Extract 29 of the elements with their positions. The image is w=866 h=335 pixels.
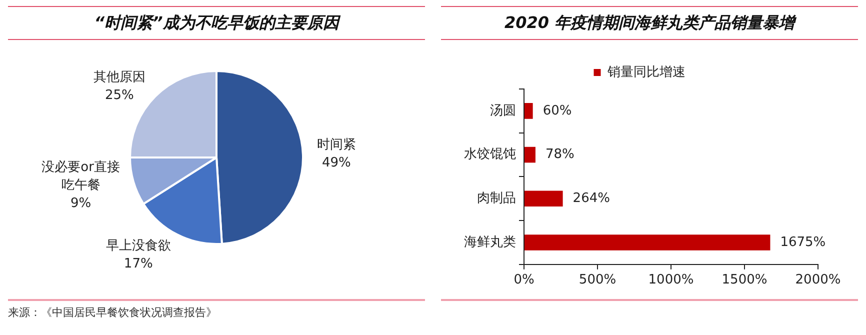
data-label: 264% [572, 191, 610, 206]
source-note: 来源：《中国居民早餐饮食状况调查报告》 [8, 305, 218, 320]
bar [524, 146, 536, 163]
bar [524, 190, 563, 207]
data-label: 49% [322, 156, 351, 171]
data-label: 25% [104, 88, 134, 103]
data-label: 78% [545, 147, 574, 162]
chart-title: 2020 年疫情期间海鲜丸类产品销量暴增 [441, 6, 858, 40]
bar [524, 234, 770, 250]
chart-title: “时间紧”成为不吃早饭的主要原因 [8, 6, 425, 40]
data-label: 60% [542, 103, 572, 118]
data-label: 1675% [780, 234, 826, 250]
x-tick-label: 1000% [648, 272, 694, 288]
legend-label: 销量同比增速 [606, 64, 686, 80]
x-tick-label: 1500% [722, 272, 768, 288]
data-label: 9% [70, 196, 92, 211]
x-tick-label: 500% [578, 272, 616, 288]
slice-label: 没必要or直接吃午餐 [42, 160, 120, 193]
y-tick-label: 海鲜丸类 [464, 234, 516, 250]
y-tick-label: 肉制品 [477, 191, 516, 206]
data-label: 17% [124, 256, 153, 272]
slice-label: 早上没食欲 [106, 238, 171, 254]
slice-label: 其他原因 [93, 70, 146, 85]
x-tick-label: 0% [514, 272, 534, 288]
x-tick-label: 2000% [795, 272, 841, 288]
slice-label: 时间紧 [316, 138, 356, 153]
bar [524, 103, 533, 119]
y-tick-label: 水饺馄饨 [464, 147, 516, 162]
y-tick-label: 汤圆 [490, 103, 516, 118]
